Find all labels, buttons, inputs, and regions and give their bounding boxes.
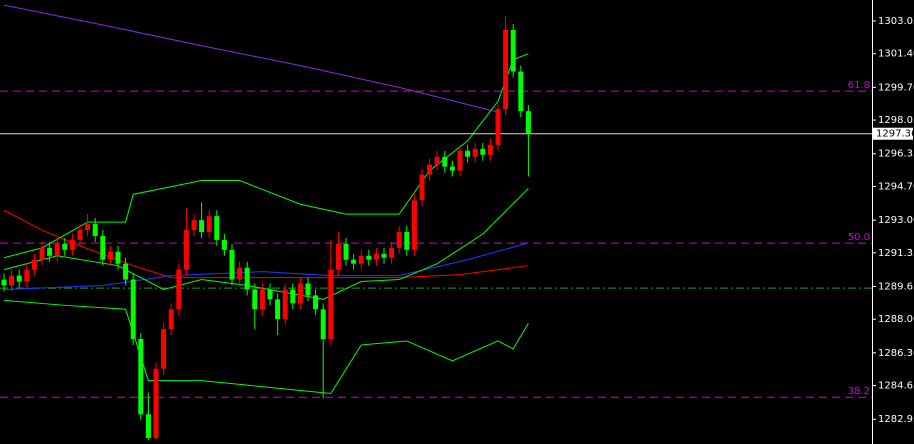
candle-body (138, 338, 144, 415)
candle-body (480, 148, 486, 155)
indicator-line (3, 242, 529, 290)
candle-body (419, 174, 425, 201)
candle-body (69, 239, 75, 250)
candle-body (472, 148, 478, 157)
current-price-box (873, 127, 913, 140)
level-label: 50.0 (848, 232, 870, 243)
candle-body (510, 29, 516, 72)
candle-body (358, 255, 364, 264)
candle-body (31, 259, 37, 270)
indicator-line (3, 4, 499, 113)
candle-body (282, 289, 288, 320)
candle-body (16, 275, 22, 282)
candle-body (62, 243, 68, 250)
candle-body (411, 200, 417, 250)
candle-body (267, 289, 273, 300)
candle-body (206, 216, 212, 233)
candle-body (199, 220, 205, 233)
candle-body (115, 251, 121, 264)
candle-body (381, 253, 387, 258)
candle-body (328, 269, 334, 339)
candle-body (503, 29, 509, 110)
candle-body (305, 283, 311, 296)
indicator-line (3, 209, 529, 279)
candle-body (351, 259, 357, 264)
candle-body (396, 232, 402, 248)
candle-body (183, 230, 189, 270)
y-tick-label: 1299.70 (878, 82, 914, 93)
y-tick-label: 1284.65 (878, 381, 914, 392)
y-tick-label: 1301.40 (878, 49, 914, 60)
candle-body (214, 216, 220, 240)
candle-body (252, 289, 258, 310)
candle-body (9, 275, 15, 286)
candle-body (290, 289, 296, 304)
candle-body (518, 71, 524, 112)
candle-body (313, 295, 319, 310)
candle-body (123, 263, 129, 280)
y-tick-label: 1289.65 (878, 281, 914, 292)
candle-body (259, 289, 265, 310)
candle-body (100, 235, 106, 260)
candle-body (39, 247, 45, 260)
candle-body (297, 283, 303, 304)
candle-body (320, 309, 326, 339)
y-tick-label: 1286.30 (878, 348, 914, 359)
candle-body (465, 150, 471, 157)
candle-body (495, 109, 501, 145)
candle-body (275, 299, 281, 320)
candle-body (145, 414, 151, 439)
candle-body (77, 230, 83, 240)
candle-body (335, 243, 341, 270)
candle-body (47, 247, 53, 256)
candle-body (92, 224, 98, 236)
candle-body (343, 243, 349, 260)
level-label: 38.2 (848, 386, 870, 397)
candle-body (176, 269, 182, 310)
candle-body (221, 239, 227, 250)
candle-body (244, 267, 250, 290)
candle-body (427, 164, 433, 175)
candle-body (457, 150, 463, 171)
candle-body (161, 329, 167, 369)
candle-body (153, 368, 159, 439)
current-price-label: 1297.36 (876, 129, 914, 140)
y-tick-label: 1294.70 (878, 181, 914, 192)
candle-body (237, 267, 243, 280)
indicator-line (3, 53, 529, 259)
y-tick-label: 1291.35 (878, 248, 914, 259)
y-tick-label: 1288.00 (878, 314, 914, 325)
y-tick-label: 1296.35 (878, 149, 914, 160)
candle-body (389, 247, 395, 258)
candle-body (107, 251, 113, 260)
y-tick-label: 1282.95 (878, 414, 914, 425)
candle-body (434, 156, 440, 165)
candle-body (525, 111, 531, 134)
candle-body (130, 279, 136, 339)
candle-body (442, 156, 448, 167)
candle-body (404, 232, 410, 250)
candle-body (1, 279, 7, 286)
candle-body (24, 269, 30, 282)
candle-body (85, 224, 91, 231)
level-label: 61.8 (848, 80, 870, 91)
candle-body (191, 220, 197, 231)
y-tick-label: 1293.00 (878, 215, 914, 226)
candle-body (229, 249, 235, 280)
candle-body (487, 144, 493, 155)
y-tick-label: 1298.05 (878, 115, 914, 126)
y-tick-label: 1303.05 (878, 16, 914, 27)
candle-body (168, 309, 174, 330)
candle-body (449, 166, 455, 171)
candle-body (373, 253, 379, 260)
candle-body (54, 243, 60, 256)
indicator-line (3, 299, 529, 395)
candle-body (366, 255, 372, 260)
